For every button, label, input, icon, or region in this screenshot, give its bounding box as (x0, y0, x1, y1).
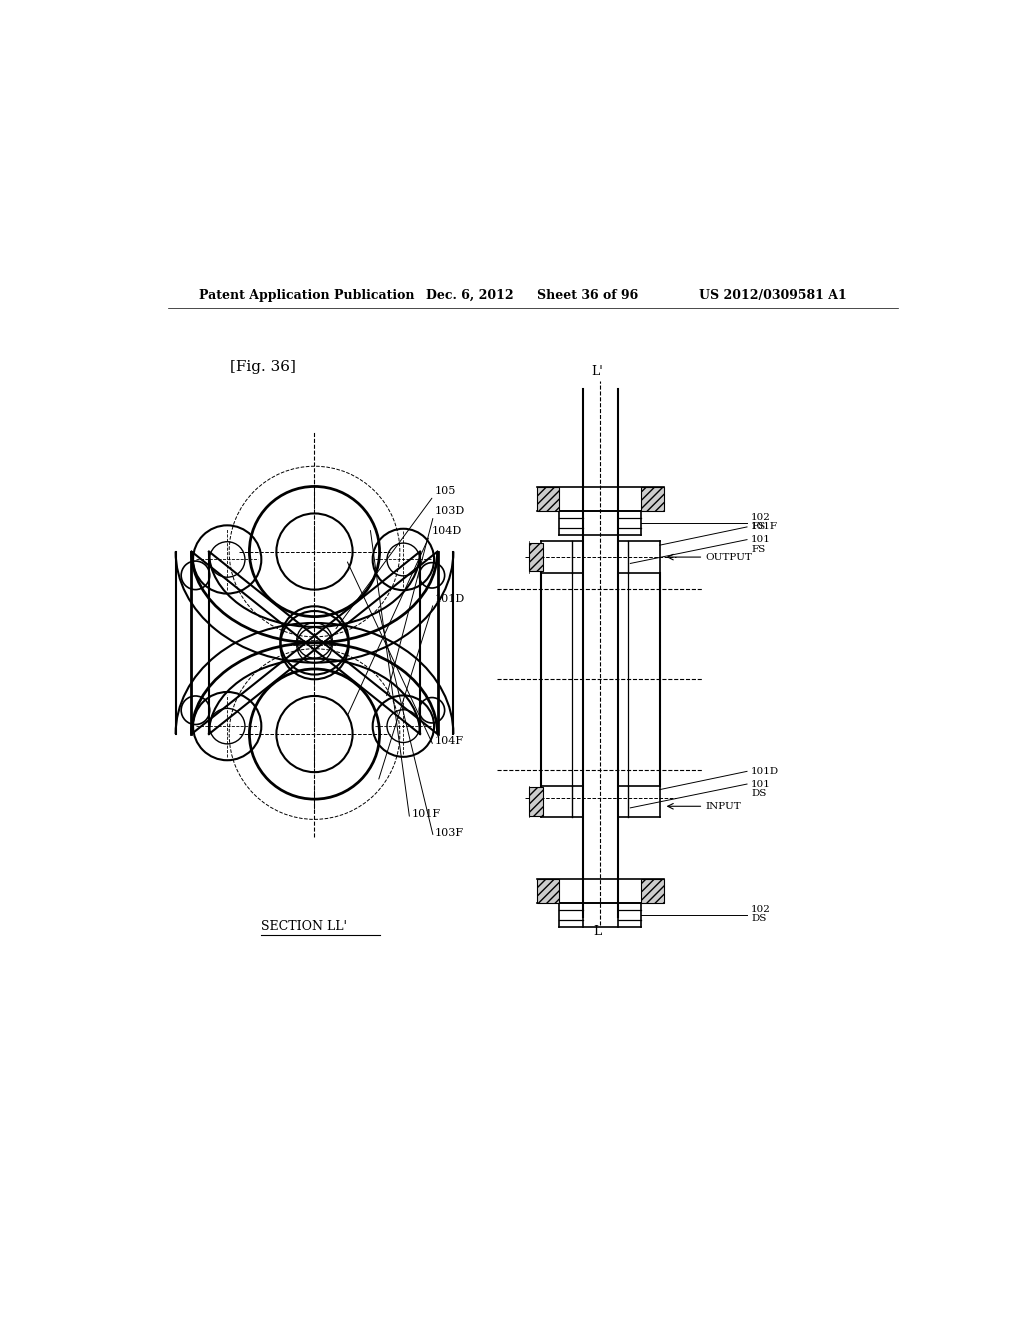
Text: DS: DS (751, 789, 766, 799)
Text: [Fig. 36]: [Fig. 36] (229, 360, 296, 375)
Text: 101D: 101D (435, 594, 465, 603)
Bar (528, 543, 543, 572)
Text: 103D: 103D (435, 507, 465, 516)
Text: 102: 102 (751, 906, 771, 913)
Bar (537, 487, 559, 511)
Text: Dec. 6, 2012: Dec. 6, 2012 (426, 289, 513, 302)
Text: 101D: 101D (751, 767, 779, 776)
Text: 104F: 104F (435, 737, 464, 746)
Text: L: L (593, 925, 601, 937)
Text: 101: 101 (751, 535, 771, 544)
Text: 101F: 101F (412, 809, 440, 820)
Bar (528, 787, 543, 816)
Text: L': L' (591, 366, 603, 379)
Text: 101: 101 (751, 780, 771, 788)
Text: 105: 105 (435, 486, 457, 496)
Text: Patent Application Publication: Patent Application Publication (200, 289, 415, 302)
Text: 101F: 101F (751, 523, 778, 532)
Text: DS: DS (751, 915, 766, 924)
Text: 102: 102 (751, 513, 771, 521)
Text: SECTION LL': SECTION LL' (261, 920, 347, 933)
Text: Sheet 36 of 96: Sheet 36 of 96 (537, 289, 638, 302)
Text: FS: FS (751, 523, 765, 532)
Bar (641, 487, 664, 511)
Text: 103F: 103F (435, 828, 464, 838)
Text: INPUT: INPUT (706, 801, 741, 810)
Bar (537, 879, 559, 903)
Bar (641, 879, 664, 903)
Text: 104D: 104D (431, 527, 462, 536)
Text: US 2012/0309581 A1: US 2012/0309581 A1 (699, 289, 847, 302)
Text: OUTPUT: OUTPUT (706, 553, 753, 561)
Text: FS: FS (751, 545, 765, 553)
